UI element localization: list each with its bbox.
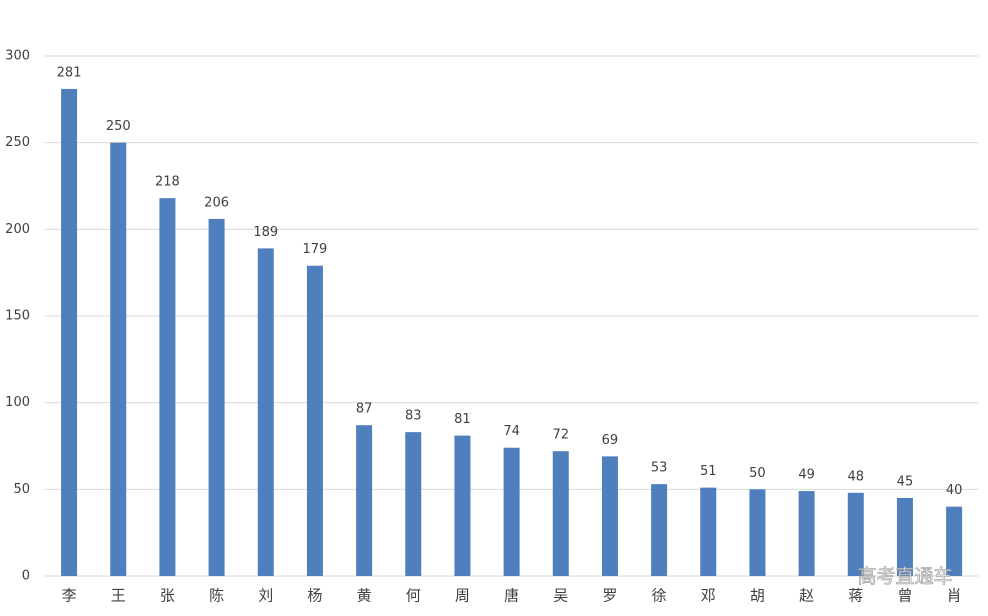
value-label: 45: [897, 475, 914, 490]
bar: [601, 456, 618, 576]
value-label: 250: [106, 119, 131, 134]
bar: [454, 435, 471, 576]
x-tick-label: 杨: [307, 587, 322, 605]
bar: [896, 498, 913, 576]
x-tick-label: 何: [406, 587, 421, 605]
x-tick-label: 赵: [799, 587, 814, 605]
x-tick-label: 张: [160, 587, 175, 605]
bar: [110, 142, 127, 576]
y-tick-label: 0: [22, 569, 30, 584]
x-tick-label: 唐: [504, 587, 519, 605]
y-tick-label: 100: [5, 395, 30, 410]
value-label: 49: [798, 468, 815, 483]
bar: [257, 248, 274, 576]
x-tick-label: 肖: [947, 587, 962, 605]
bar: [503, 447, 520, 576]
y-tick-label: 150: [5, 309, 30, 324]
bar: [700, 487, 717, 576]
bar: [552, 451, 569, 576]
bar: [356, 425, 373, 576]
y-tick-label: 200: [5, 222, 30, 237]
bar: [749, 489, 766, 576]
bar: [946, 506, 963, 576]
value-label: 50: [749, 466, 766, 481]
x-tick-label: 李: [62, 587, 77, 605]
bar: [798, 491, 815, 576]
value-label: 69: [602, 433, 619, 448]
x-tick-label: 刘: [258, 587, 273, 605]
y-tick-label: 250: [5, 135, 30, 150]
value-label: 81: [454, 412, 471, 427]
bar: [61, 88, 78, 576]
bar: [405, 432, 422, 576]
x-tick-label: 吴: [553, 587, 568, 605]
bar: [208, 218, 225, 576]
bar: [159, 198, 176, 576]
x-tick-label: 邓: [701, 587, 716, 605]
value-label: 206: [204, 195, 229, 210]
x-tick-label: 罗: [602, 587, 617, 605]
bar: [306, 265, 323, 576]
x-tick-label: 黄: [357, 587, 372, 605]
value-label: 281: [57, 65, 82, 80]
value-label: 218: [155, 175, 180, 190]
value-label: 83: [405, 409, 422, 424]
value-label: 189: [253, 225, 278, 240]
value-label: 51: [700, 464, 717, 479]
watermark: 高考直通车: [857, 566, 952, 588]
y-tick-label: 50: [13, 482, 30, 497]
x-tick-label: 陈: [209, 587, 224, 605]
value-label: 72: [552, 428, 569, 443]
bar: [651, 484, 668, 576]
value-label: 40: [946, 483, 963, 498]
x-tick-label: 王: [111, 587, 126, 605]
value-label: 87: [356, 402, 373, 417]
bar: [847, 492, 864, 576]
value-label: 53: [651, 461, 668, 476]
x-tick-label: 胡: [750, 587, 765, 605]
value-label: 74: [503, 424, 520, 439]
x-tick-label: 徐: [652, 587, 667, 605]
x-tick-label: 周: [455, 587, 470, 605]
y-tick-label: 300: [5, 49, 30, 64]
x-tick-label: 曾: [897, 587, 912, 605]
value-label: 179: [303, 242, 328, 257]
x-tick-label: 蒋: [848, 587, 863, 605]
value-label: 48: [848, 469, 865, 484]
